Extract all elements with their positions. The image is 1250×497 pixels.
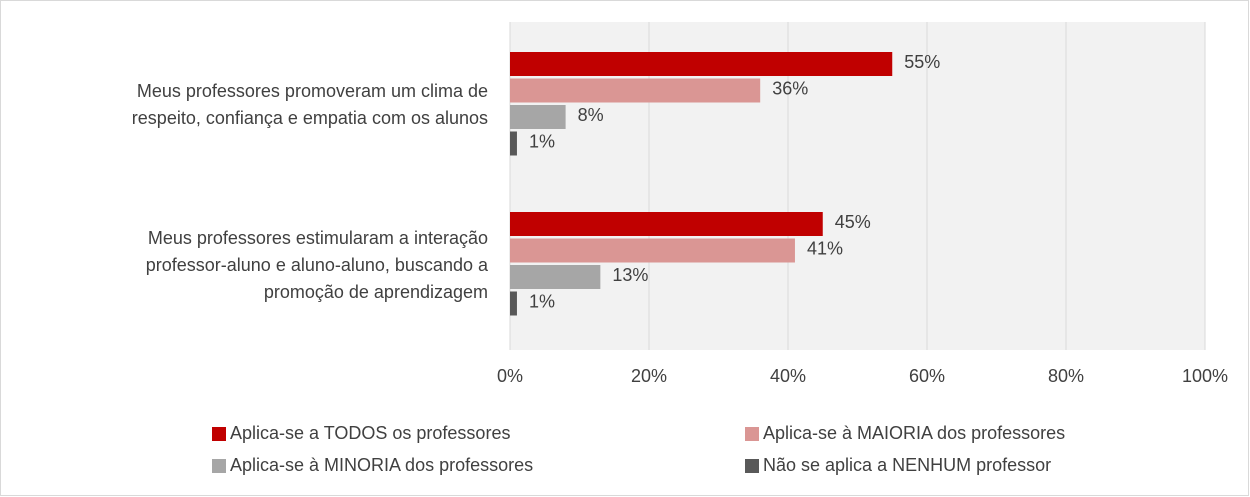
category-label: Meus professores estimularam a interação…	[145, 227, 488, 302]
legend-swatch	[212, 427, 226, 441]
legend-swatch	[745, 427, 759, 441]
plot-area	[510, 22, 1205, 350]
x-tick-label: 20%	[631, 366, 667, 386]
x-tick-label: 80%	[1048, 366, 1084, 386]
data-label: 13%	[612, 265, 648, 285]
data-label: 36%	[772, 78, 808, 98]
x-tick-label: 60%	[909, 366, 945, 386]
bar	[510, 265, 601, 289]
data-label: 1%	[529, 131, 555, 151]
legend-label: Aplica-se à MAIORIA dos professores	[763, 423, 1065, 443]
x-tick-label: 0%	[497, 366, 523, 386]
legend-swatch	[745, 459, 759, 473]
data-label: 41%	[807, 238, 843, 258]
bar	[510, 212, 823, 236]
legend-label: Não se aplica a NENHUM professor	[763, 455, 1051, 475]
bar	[510, 131, 517, 156]
legend-label: Aplica-se a TODOS os professores	[230, 423, 510, 443]
bar	[510, 78, 761, 103]
data-label: 45%	[835, 212, 871, 232]
bar	[510, 291, 517, 316]
bar	[510, 105, 566, 129]
legend-label: Aplica-se à MINORIA dos professores	[230, 455, 533, 475]
data-label: 8%	[578, 105, 604, 125]
legend-swatch	[212, 459, 226, 473]
x-tick-label: 40%	[770, 366, 806, 386]
data-label: 55%	[904, 52, 940, 72]
bar	[510, 238, 795, 263]
bar	[510, 52, 893, 76]
x-tick-label: 100%	[1182, 366, 1228, 386]
data-label: 1%	[529, 291, 555, 311]
category-label: Meus professores promoveram um clima de …	[131, 81, 488, 128]
